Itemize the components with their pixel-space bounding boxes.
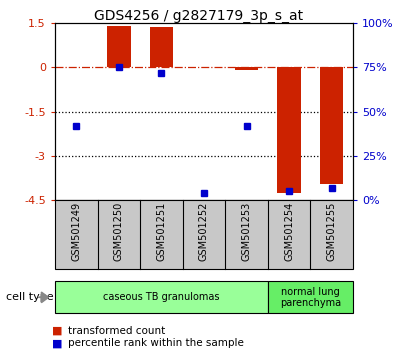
Text: cell type: cell type: [6, 292, 54, 302]
Text: GSM501250: GSM501250: [114, 202, 124, 261]
Bar: [150, 28, 173, 67]
Bar: [107, 26, 131, 67]
Bar: [277, 67, 301, 193]
Text: GSM501253: GSM501253: [242, 202, 252, 261]
Bar: [235, 67, 258, 70]
Text: ■: ■: [52, 326, 62, 336]
Text: GSM501251: GSM501251: [156, 202, 166, 261]
Text: GSM501249: GSM501249: [71, 202, 81, 261]
Text: ■: ■: [52, 338, 62, 348]
Text: GDS4256 / g2827179_3p_s_at: GDS4256 / g2827179_3p_s_at: [94, 9, 304, 23]
Bar: [320, 67, 343, 184]
Text: transformed count: transformed count: [68, 326, 165, 336]
Text: normal lung
parenchyma: normal lung parenchyma: [280, 286, 341, 308]
Text: caseous TB granulomas: caseous TB granulomas: [103, 292, 220, 302]
Text: GSM501252: GSM501252: [199, 202, 209, 262]
Text: GSM501254: GSM501254: [284, 202, 294, 261]
Text: GSM501255: GSM501255: [327, 202, 337, 262]
Text: percentile rank within the sample: percentile rank within the sample: [68, 338, 244, 348]
